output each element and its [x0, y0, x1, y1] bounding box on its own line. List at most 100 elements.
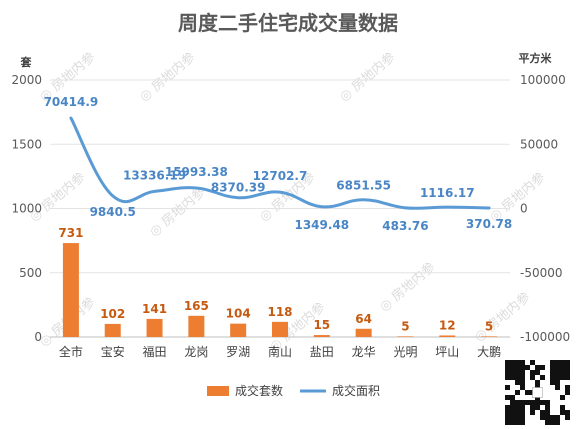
qr-module [530, 360, 535, 365]
category-label: 福田 [143, 344, 167, 359]
qr-module [555, 415, 560, 420]
qr-module [530, 375, 535, 380]
watermark-text: ◎ 房地内参 [336, 49, 398, 105]
bar-data-label: 102 [100, 307, 125, 321]
qr-module [515, 415, 520, 420]
qr-module [550, 360, 555, 365]
bar [146, 318, 163, 337]
qr-module [510, 405, 515, 410]
qr-module [550, 380, 555, 385]
qr-module [505, 375, 510, 380]
qr-module [505, 385, 510, 390]
bar [188, 315, 205, 337]
qr-module [515, 390, 520, 395]
bar [313, 335, 330, 337]
legend-label: 成交面积 [332, 383, 380, 398]
qr-module [555, 375, 560, 380]
right-tick-label: -50000 [520, 266, 563, 280]
bar [397, 336, 414, 337]
qr-module [530, 405, 535, 410]
category-labels: 全市 宝安 福田 龙岗 罗湖 南山 盐田 龙华 光明 坪山 大鹏 [59, 344, 501, 359]
qr-module [515, 400, 520, 405]
bar-data-label: 165 [184, 299, 209, 313]
left-axis-ticks: 0 500 1000 1500 2000 [11, 73, 42, 344]
left-tick-label: 0 [34, 330, 42, 344]
bar-data-label: 141 [142, 302, 167, 316]
category-label: 坪山 [435, 345, 459, 359]
line-data-label: 15993.38 [165, 165, 228, 179]
qr-module [510, 395, 515, 400]
legend-label: 成交套数 [235, 383, 283, 398]
qr-module [525, 400, 530, 405]
qr-module [505, 405, 510, 410]
category-label: 光明 [393, 345, 417, 359]
qr-module [565, 370, 570, 375]
qr-module [515, 375, 520, 380]
bar-data-label: 12 [439, 318, 456, 332]
qr-module [520, 415, 525, 420]
qr-module [525, 390, 530, 395]
qr-module [525, 365, 530, 370]
qr-module [545, 400, 550, 405]
qr-module [520, 370, 525, 375]
qr-module [565, 375, 570, 380]
line-data-label: 370.78 [466, 217, 512, 231]
qr-module [545, 405, 550, 410]
bar-data-label: 731 [58, 226, 83, 240]
qr-module [550, 375, 555, 380]
qr-module [510, 370, 515, 375]
qr-module [555, 365, 560, 370]
qr-code [503, 358, 572, 427]
qr-module [515, 420, 520, 425]
qr-module [520, 360, 525, 365]
bar [272, 321, 288, 337]
left-axis-unit: 套 [21, 55, 33, 69]
qr-module [565, 415, 570, 420]
category-label: 罗湖 [226, 344, 250, 359]
left-tick-label: 1500 [11, 137, 42, 151]
qr-module [520, 400, 525, 405]
qr-module [540, 365, 545, 370]
qr-module [560, 405, 565, 410]
qr-module [560, 365, 565, 370]
qr-module [530, 400, 535, 405]
qr-module [540, 375, 545, 380]
qr-module [565, 410, 570, 415]
qr-module [550, 370, 555, 375]
bar [439, 335, 456, 337]
legend-swatch-bar [207, 386, 229, 396]
qr-module [560, 360, 565, 365]
qr-module [565, 390, 570, 395]
qr-module [520, 405, 525, 410]
qr-module [555, 380, 560, 385]
qr-module [510, 420, 515, 425]
qr-module [520, 385, 525, 390]
qr-module [550, 365, 555, 370]
right-tick-label: -100000 [520, 330, 570, 344]
qr-module [515, 360, 520, 365]
bar-series: 731 102 141 165 104 118 15 64 5 12 5 [58, 226, 498, 337]
qr-module [565, 365, 570, 370]
qr-module [535, 370, 540, 375]
category-label: 宝安 [101, 344, 125, 359]
category-label: 龙岗 [184, 345, 208, 359]
qr-module [545, 415, 550, 420]
bar [104, 323, 121, 337]
line-data-label: 70414.9 [44, 95, 99, 109]
qr-module [510, 360, 515, 365]
qr-module [515, 380, 520, 385]
line-data-label: 13336.19 [123, 168, 186, 182]
qr-module [515, 365, 520, 370]
qr-module [505, 395, 510, 400]
qr-module [520, 365, 525, 370]
category-label: 大鹏 [477, 345, 501, 359]
qr-module [505, 420, 510, 425]
qr-module [545, 410, 550, 415]
qr-module [505, 415, 510, 420]
qr-module [555, 370, 560, 375]
line-data-label: 6851.55 [336, 179, 391, 193]
bar-data-label: 64 [355, 312, 372, 326]
qr-module [560, 410, 565, 415]
qr-module [540, 400, 545, 405]
